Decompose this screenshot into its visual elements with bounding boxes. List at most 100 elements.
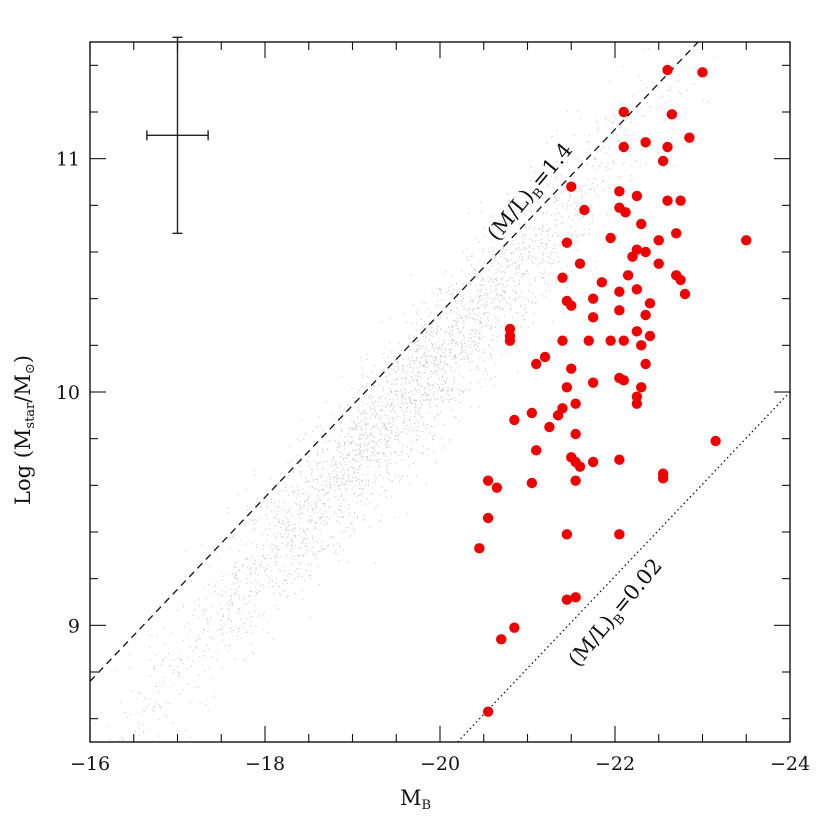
data-point [631,398,643,409]
data-point [618,375,629,386]
data-point [583,335,594,346]
data-point [557,335,568,346]
data-point [614,286,625,297]
data-point [710,435,721,447]
data-point [636,382,647,393]
data-point [636,340,647,351]
data-point [509,622,520,633]
data-point [684,132,695,143]
data-point [596,277,608,288]
data-point [605,335,616,346]
data-point [640,309,651,321]
data-point [614,305,625,316]
data-point [561,382,573,393]
data-point [662,64,673,76]
data-point [574,461,586,472]
data-point [671,228,682,239]
red-data-points [474,64,752,717]
data-point [561,295,573,307]
data-point [614,186,625,197]
data-point [618,106,629,118]
data-point [526,407,538,419]
data-point [504,335,516,346]
data-point [614,529,625,540]
data-point [566,363,577,374]
data-point [666,109,678,120]
axis-ticks: −16 −18 −20 −22 −24 9 10 11 [56,42,810,775]
data-point [636,218,647,230]
data-point [539,351,551,363]
data-point [482,512,494,524]
ml-1-4-label: (M/L)B=1.4 [482,138,580,248]
data-point [657,155,669,167]
data-point [482,475,494,486]
data-point [587,377,599,388]
y-tick-label: 9 [68,615,80,637]
data-point [570,592,581,603]
data-point [570,428,581,440]
data-point [587,456,599,468]
data-point [496,634,507,645]
data-point [631,326,643,337]
data-point [561,594,573,605]
data-point [605,232,616,244]
x-tick-label: −22 [595,753,635,775]
data-point [644,330,656,342]
data-point [618,141,629,153]
data-point [531,358,542,370]
y-axis-title: Log (Mstar/M⊙) [11,355,38,505]
data-point [579,204,590,216]
data-point [570,398,581,409]
plot-frame [89,41,791,743]
data-point [482,706,494,717]
x-tick-label: −24 [770,753,810,775]
data-point [614,454,625,465]
data-point [561,529,573,540]
data-point [509,414,520,426]
data-point [640,137,651,148]
data-point [561,237,573,248]
plot-border [89,41,791,743]
data-point [570,475,581,486]
data-point [662,195,673,206]
data-point [618,335,629,346]
dashed-reference-line [90,42,699,682]
data-point [491,482,503,493]
data-point [574,258,586,269]
data-point [644,298,656,309]
y-tick-label: 11 [56,149,80,171]
grey-cloud-points [94,45,716,742]
data-point [679,288,691,300]
data-point [557,272,568,283]
x-tick-label: −20 [420,753,460,775]
data-point [697,67,708,78]
data-point [631,190,643,202]
data-point [587,312,599,323]
data-point [544,421,555,433]
data-point [552,410,564,421]
x-tick-label: −16 [70,753,110,775]
data-point [474,543,485,554]
data-point [653,258,664,269]
data-point [622,270,634,281]
y-tick-label: 10 [56,382,80,404]
reference-lines [90,42,790,742]
data-point [662,141,673,153]
data-point [566,181,577,192]
data-point [741,235,752,246]
background-point-cloud [94,45,716,742]
data-point [640,246,651,258]
data-point [587,293,599,304]
data-point [675,274,686,286]
data-point [675,195,686,206]
data-point [640,358,651,370]
dotted-reference-line [457,391,790,742]
data-point [631,284,643,295]
x-axis-title: MB [400,786,431,813]
data-point [653,235,664,246]
error-bar [146,36,209,235]
x-tick-label: −18 [245,753,285,775]
data-point [620,207,631,218]
data-point [657,473,669,484]
